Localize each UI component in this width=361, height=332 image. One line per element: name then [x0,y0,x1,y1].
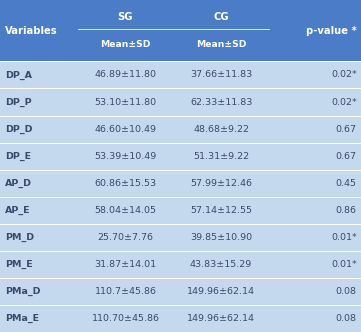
Text: 46.89±11.80: 46.89±11.80 [95,70,156,79]
Text: 0.02*: 0.02* [331,98,357,107]
Text: 0.86: 0.86 [336,206,357,215]
Text: DP_A: DP_A [5,70,32,80]
Text: 31.87±14.01: 31.87±14.01 [94,260,157,269]
Text: PM_E: PM_E [5,260,33,269]
Text: 58.04±14.05: 58.04±14.05 [95,206,156,215]
Text: PMa_E: PMa_E [5,314,40,323]
Text: AP_E: AP_E [5,206,31,215]
Text: SG: SG [118,12,133,22]
Text: 60.86±15.53: 60.86±15.53 [94,179,157,188]
Text: 0.08: 0.08 [336,287,357,296]
Text: Mean±SD: Mean±SD [100,40,151,49]
Text: 0.45: 0.45 [336,179,357,188]
Text: Variables: Variables [5,26,58,36]
Text: 53.39±10.49: 53.39±10.49 [94,152,157,161]
Text: Mean±SD: Mean±SD [196,40,246,49]
Text: 37.66±11.83: 37.66±11.83 [190,70,252,79]
Text: 53.10±11.80: 53.10±11.80 [94,98,157,107]
Text: 62.33±11.83: 62.33±11.83 [190,98,252,107]
Text: PMa_D: PMa_D [5,287,41,296]
Text: 57.99±12.46: 57.99±12.46 [190,179,252,188]
Text: DP_D: DP_D [5,124,33,134]
Text: 110.7±45.86: 110.7±45.86 [95,287,156,296]
FancyBboxPatch shape [0,0,361,61]
Text: 0.67: 0.67 [336,124,357,133]
Text: DP_P: DP_P [5,97,32,107]
Text: AP_D: AP_D [5,179,32,188]
Text: 0.02*: 0.02* [331,70,357,79]
Text: 0.67: 0.67 [336,152,357,161]
Text: PM_D: PM_D [5,233,35,242]
Text: DP_E: DP_E [5,151,31,161]
Text: 0.01*: 0.01* [331,233,357,242]
Text: 43.83±15.29: 43.83±15.29 [190,260,252,269]
Text: 0.08: 0.08 [336,314,357,323]
Text: 46.60±10.49: 46.60±10.49 [95,124,156,133]
Text: 25.70±7.76: 25.70±7.76 [97,233,153,242]
Text: 57.14±12.55: 57.14±12.55 [190,206,252,215]
Text: 48.68±9.22: 48.68±9.22 [193,124,249,133]
Text: p-value *: p-value * [306,26,357,36]
Text: 0.01*: 0.01* [331,260,357,269]
Text: CG: CG [213,12,229,22]
Text: 51.31±9.22: 51.31±9.22 [193,152,249,161]
Text: 149.96±62.14: 149.96±62.14 [187,287,255,296]
Text: 149.96±62.14: 149.96±62.14 [187,314,255,323]
Text: 39.85±10.90: 39.85±10.90 [190,233,252,242]
Text: 110.70±45.86: 110.70±45.86 [91,314,160,323]
